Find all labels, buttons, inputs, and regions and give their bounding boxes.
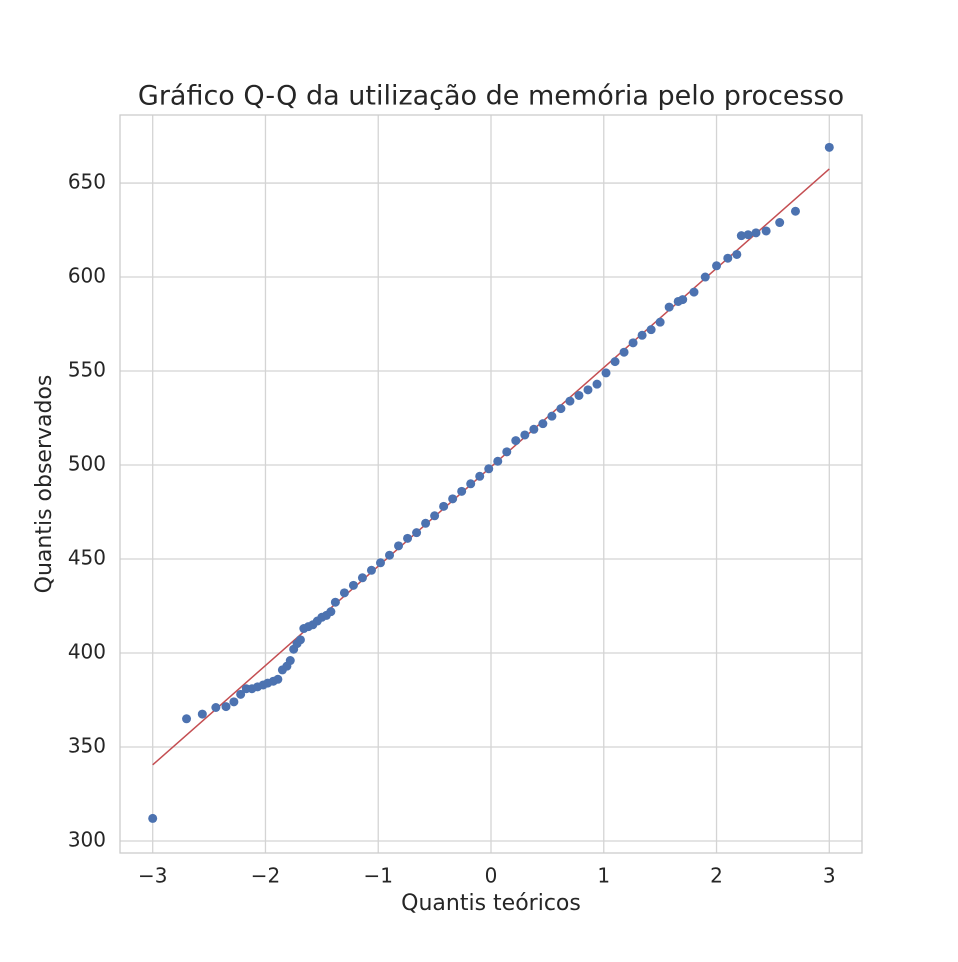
data-point xyxy=(736,231,746,241)
data-point xyxy=(628,338,638,348)
data-point xyxy=(664,302,674,312)
y-tick-label: 550 xyxy=(68,358,106,382)
data-point xyxy=(448,494,458,504)
data-point xyxy=(592,379,602,389)
data-point xyxy=(610,357,620,367)
data-point xyxy=(466,479,476,489)
data-point xyxy=(565,396,575,406)
y-tick-label: 500 xyxy=(68,452,106,476)
data-point xyxy=(583,385,593,395)
y-tick-label: 650 xyxy=(68,170,106,194)
data-point xyxy=(348,580,358,590)
data-point xyxy=(493,456,503,466)
data-point xyxy=(646,325,656,335)
data-point xyxy=(375,558,385,568)
data-point xyxy=(326,607,336,617)
data-point xyxy=(538,419,548,429)
data-point xyxy=(357,573,367,583)
y-tick-label: 450 xyxy=(68,546,106,570)
data-point xyxy=(273,674,283,684)
data-point xyxy=(520,430,530,440)
x-tick-label: −2 xyxy=(251,864,280,888)
x-tick-label: 0 xyxy=(485,864,498,888)
x-tick-label: 3 xyxy=(823,864,836,888)
x-tick-label: 1 xyxy=(597,864,610,888)
y-tick-label: 400 xyxy=(68,639,106,663)
data-point xyxy=(761,226,771,236)
data-point xyxy=(790,206,800,216)
data-point xyxy=(229,697,239,707)
x-tick-label: −1 xyxy=(363,864,392,888)
data-point xyxy=(775,218,785,228)
data-point xyxy=(366,565,376,575)
data-point xyxy=(394,541,404,551)
x-tick-label: −3 xyxy=(138,864,167,888)
y-tick-label: 600 xyxy=(68,264,106,288)
data-point xyxy=(751,228,761,238)
data-point xyxy=(743,230,753,240)
data-point xyxy=(457,486,467,496)
data-point xyxy=(412,528,422,538)
data-point xyxy=(689,287,699,297)
data-point xyxy=(502,447,512,457)
y-tick-label: 350 xyxy=(68,733,106,757)
data-point xyxy=(712,261,722,271)
data-point xyxy=(475,471,485,481)
data-point xyxy=(403,533,413,543)
data-point xyxy=(211,703,221,713)
data-point xyxy=(619,347,629,357)
data-point xyxy=(529,424,539,434)
data-point xyxy=(197,709,207,719)
plot-frame xyxy=(119,114,863,854)
data-point xyxy=(330,597,340,607)
data-point xyxy=(148,813,158,823)
data-point xyxy=(574,390,584,400)
y-tick-label: 300 xyxy=(68,827,106,851)
data-point xyxy=(295,635,305,645)
y-axis-label: Quantis observados xyxy=(32,375,57,594)
data-point xyxy=(723,253,733,263)
data-point xyxy=(511,436,521,446)
data-point xyxy=(547,411,557,421)
data-point xyxy=(285,656,295,666)
data-point xyxy=(339,588,349,598)
data-point xyxy=(732,249,742,259)
data-point xyxy=(678,295,688,305)
data-point xyxy=(221,702,231,712)
x-tick-label: 2 xyxy=(710,864,723,888)
data-point xyxy=(484,464,494,474)
x-axis-label: Quantis teóricos xyxy=(401,891,581,916)
data-point xyxy=(236,689,246,699)
data-point xyxy=(700,272,710,282)
data-point xyxy=(637,330,647,340)
data-point xyxy=(439,501,449,511)
data-point xyxy=(601,368,611,378)
data-point xyxy=(182,714,192,724)
data-point xyxy=(824,142,834,152)
data-point xyxy=(421,518,431,528)
chart-title: Gráfico Q-Q da utilização de memória pel… xyxy=(138,81,844,112)
data-point xyxy=(385,550,395,560)
data-point xyxy=(655,317,665,327)
data-point xyxy=(556,404,566,414)
data-point xyxy=(430,511,440,521)
